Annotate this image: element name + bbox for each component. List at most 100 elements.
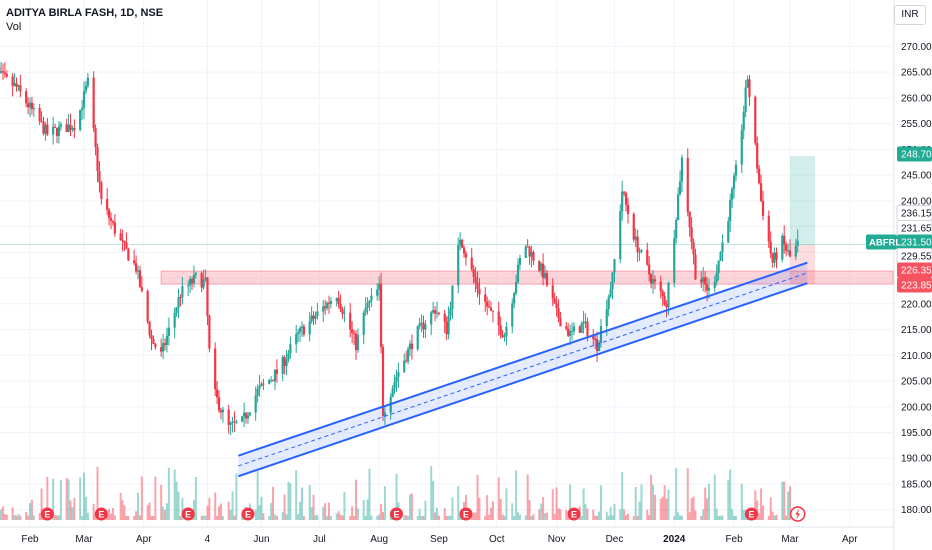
volume-bar xyxy=(121,500,124,520)
volume-bar xyxy=(218,506,221,520)
volume-bar xyxy=(694,510,697,520)
chart-header: ADITYA BIRLA FASH, 1D, NSE Vol xyxy=(6,6,163,34)
support-zone-rect xyxy=(160,270,894,285)
candle-body xyxy=(416,326,419,350)
volume-bar xyxy=(690,498,693,520)
currency-button[interactable]: INR xyxy=(894,5,926,25)
candle-body xyxy=(55,127,59,137)
volume-bar xyxy=(335,513,338,520)
support-zone xyxy=(160,270,894,285)
candle-body xyxy=(354,333,358,351)
volume-bar xyxy=(29,503,31,520)
candle-body xyxy=(623,191,626,194)
volume-bar xyxy=(437,515,440,520)
candle-body xyxy=(734,164,738,176)
volume-bar xyxy=(216,515,219,520)
candle-body xyxy=(329,301,333,304)
volume-bar xyxy=(324,503,327,520)
earnings-marker xyxy=(181,507,195,521)
volume-bar xyxy=(611,515,614,520)
candle-body xyxy=(511,303,514,327)
candle-body xyxy=(221,409,224,413)
candle-body xyxy=(150,335,153,340)
time-axis[interactable]: Feb Mar Apr 4 Jun Jul Aug Sep Oct Nov Dec 2024 Feb Ma… xyxy=(0,526,894,545)
volume-bar xyxy=(262,513,265,520)
candle-body xyxy=(107,209,111,219)
volume-bar xyxy=(272,486,275,520)
x-tick-label: Aug xyxy=(370,534,388,545)
volume-bar xyxy=(721,515,724,520)
volume-bar xyxy=(785,515,788,520)
volume-bar xyxy=(464,494,467,520)
candle-body xyxy=(322,306,325,312)
candle-body xyxy=(96,147,99,171)
lightning-icon xyxy=(795,508,801,520)
volume-bar xyxy=(443,508,446,520)
volume-bar xyxy=(86,512,89,520)
volume-bar xyxy=(314,515,317,520)
volume-bar xyxy=(283,494,286,520)
candle-body xyxy=(569,331,572,336)
candle-body xyxy=(82,91,86,108)
volume-bar xyxy=(524,515,527,520)
candle-body xyxy=(516,264,520,282)
volume-bar xyxy=(760,488,763,520)
x-tick-label: Mar xyxy=(75,534,93,545)
volume-bar xyxy=(5,514,8,520)
volume-bar xyxy=(370,515,373,520)
candle-body xyxy=(200,273,203,288)
candle-body xyxy=(349,312,352,330)
volume-bar xyxy=(545,512,548,520)
volume-bar xyxy=(162,506,165,520)
volume-bar xyxy=(638,501,641,520)
candle-body xyxy=(497,311,500,326)
candle-body xyxy=(86,77,89,86)
candle-body xyxy=(694,254,697,280)
candle-body xyxy=(596,339,599,351)
earnings-marker xyxy=(744,507,758,521)
volume-bar xyxy=(177,491,180,520)
candle-body xyxy=(98,170,101,183)
volume-label[interactable]: Vol xyxy=(6,21,22,33)
volume-bar xyxy=(3,514,6,520)
candle-body xyxy=(663,296,666,305)
x-tick-label: Jul xyxy=(313,534,326,545)
candle-body xyxy=(1,71,5,73)
volume-bar xyxy=(517,512,520,520)
candle-body xyxy=(179,296,182,298)
volume-bar xyxy=(165,503,168,520)
candle-body xyxy=(705,284,709,291)
volume-bar xyxy=(287,481,290,520)
candle-body xyxy=(424,324,427,330)
candle-body xyxy=(545,273,549,286)
candle-body xyxy=(567,328,570,336)
candle-body xyxy=(11,76,14,86)
y-tick-label: 220.00 xyxy=(901,299,932,310)
volume-bar xyxy=(59,480,62,520)
volume-bar xyxy=(663,485,666,520)
candle-body xyxy=(559,318,562,327)
volume-bar xyxy=(83,472,86,520)
candle-body xyxy=(356,334,360,351)
x-tick-label: Mar xyxy=(781,534,799,545)
trend-channel[interactable] xyxy=(238,261,808,478)
price-axis[interactable]: 270.00265.00260.00255.00250.00245.00240.… xyxy=(893,0,932,550)
x-tick-label: Oct xyxy=(489,534,505,545)
candle-body xyxy=(403,360,406,373)
volume-bar xyxy=(613,503,616,520)
candle-body xyxy=(138,270,142,288)
candle-body xyxy=(383,412,387,416)
symbol-title[interactable]: ADITYA BIRLA FASH, 1D, NSE xyxy=(6,7,164,19)
candle-body xyxy=(788,250,792,257)
x-tick-label: Apr xyxy=(136,534,152,545)
candle-body xyxy=(501,334,504,338)
earnings-marker-label: E xyxy=(393,510,399,520)
volume-bar xyxy=(584,504,587,520)
earnings-marker-label: E xyxy=(748,510,754,520)
candle-body xyxy=(312,315,315,319)
candle-body xyxy=(636,236,639,253)
volume-bar xyxy=(54,515,57,520)
candle-body xyxy=(783,235,786,245)
